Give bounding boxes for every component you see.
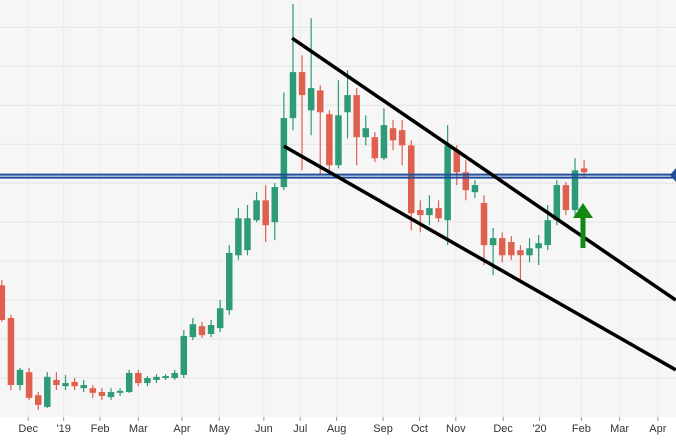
candle-body	[526, 248, 533, 256]
candle-body	[335, 115, 342, 166]
candle-body	[144, 378, 151, 384]
grid	[0, 26, 676, 379]
candle-body	[244, 218, 251, 251]
candle-body	[444, 145, 451, 221]
candle-body	[189, 324, 197, 338]
candle-body	[544, 220, 551, 246]
candle-body	[53, 379, 60, 386]
x-tick-label: Mar	[610, 423, 629, 435]
x-tick-label: Mar	[129, 423, 148, 435]
candle-body	[289, 72, 297, 119]
candle-body	[562, 185, 570, 211]
x-tick-label: Jun	[255, 423, 273, 435]
candle-body	[471, 185, 479, 193]
candle-body	[226, 252, 233, 311]
candle-body	[253, 200, 260, 221]
candle-body	[353, 95, 360, 138]
price-marker	[670, 168, 676, 182]
candle-body	[489, 238, 497, 246]
candle-body	[89, 388, 97, 393]
candle-body	[62, 383, 69, 387]
candle-body	[453, 150, 460, 173]
candle-body	[162, 376, 169, 379]
x-tick-label: Aug	[327, 423, 347, 435]
x-tick-label: Dec	[493, 423, 513, 435]
candle-body	[362, 128, 369, 138]
candle-body	[307, 88, 315, 111]
candle-body	[317, 90, 324, 113]
candle-body	[435, 208, 442, 219]
annotations	[573, 168, 676, 248]
candle-body	[80, 385, 87, 389]
x-tick-label: '20	[532, 423, 546, 435]
candle-body	[426, 208, 433, 216]
x-tick-label: Feb	[572, 423, 591, 435]
candle-body	[271, 187, 279, 223]
x-tick-label: Dec	[18, 423, 38, 435]
candle-body	[116, 390, 124, 393]
candle-body	[344, 95, 351, 113]
candle-body	[198, 326, 206, 336]
candle-body	[7, 318, 15, 386]
x-tick-label: Jul	[293, 423, 307, 435]
arrow-head	[573, 203, 593, 218]
candle-body	[326, 114, 333, 166]
x-tick-label: Nov	[446, 423, 466, 435]
x-axis: Dec '19 Feb Mar Apr May Jun Jul Aug Sep Oct Nov Dec '…	[18, 417, 667, 435]
candle-body	[207, 325, 215, 334]
x-tick-label: May	[209, 423, 230, 435]
candle-body	[34, 395, 42, 405]
candle-body	[398, 130, 406, 146]
candle-body	[417, 210, 424, 216]
candle-body	[380, 125, 388, 159]
candle-body	[235, 218, 242, 256]
candle-body	[480, 203, 488, 246]
x-tick-label: Apr	[649, 423, 666, 435]
candle-body	[462, 172, 470, 191]
candle-body	[389, 128, 397, 141]
candle-body	[262, 200, 269, 226]
candle-body	[580, 168, 588, 173]
candle-body	[0, 285, 6, 320]
x-tick-label: Sep	[373, 423, 393, 435]
candle-body	[171, 372, 178, 379]
candle-body	[153, 376, 160, 380]
candle-body	[517, 250, 524, 256]
candle-body	[535, 243, 542, 249]
x-tick-label: '19	[57, 423, 71, 435]
candle-body	[125, 372, 133, 393]
x-tick-label: Oct	[411, 423, 428, 435]
trendline	[291, 36, 676, 302]
x-tick-label: Apr	[173, 423, 190, 435]
candle-body	[135, 372, 142, 384]
candle-body	[553, 185, 561, 221]
candle-body	[71, 381, 78, 387]
candle-body	[107, 392, 115, 398]
candle-body	[98, 392, 106, 396]
candle-body	[25, 372, 33, 398]
x-tick-label: Feb	[91, 423, 110, 435]
candle-body	[16, 369, 24, 386]
candle-body	[407, 145, 415, 214]
candle-body	[508, 242, 515, 256]
candle-body	[371, 137, 379, 159]
candle-body	[280, 118, 288, 188]
candle-body	[498, 238, 506, 256]
candle-body	[571, 170, 579, 211]
marks	[0, 3, 676, 410]
trendline	[282, 144, 676, 372]
candle-body	[180, 335, 188, 375]
candle-body	[44, 376, 51, 407]
candle-body	[298, 72, 306, 96]
candle-body	[216, 308, 224, 329]
